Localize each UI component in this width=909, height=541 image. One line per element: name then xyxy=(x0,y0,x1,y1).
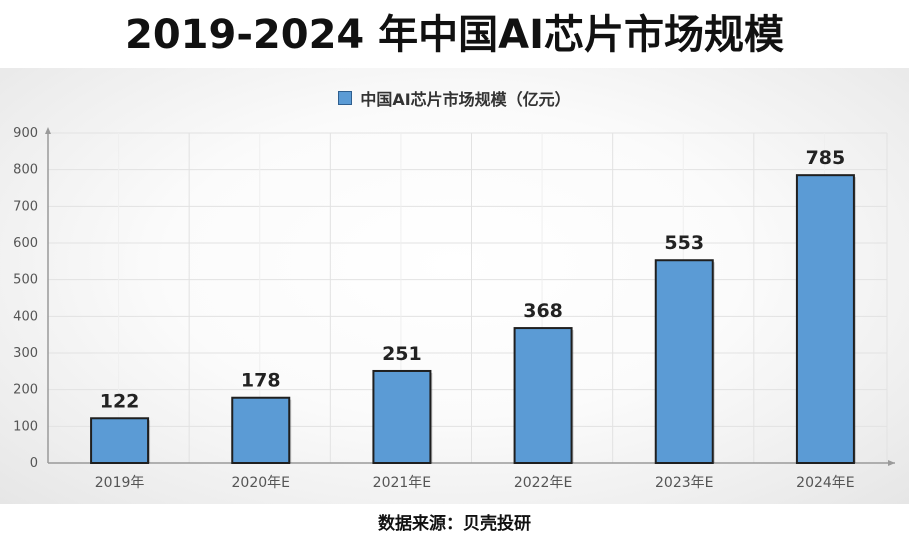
chart-background-panel xyxy=(0,68,909,504)
y-tick-label: 800 xyxy=(13,163,38,178)
x-tick-label: 2024年E xyxy=(796,475,854,491)
y-tick-label: 600 xyxy=(13,236,38,251)
y-tick-label: 500 xyxy=(13,273,38,288)
y-tick-label: 900 xyxy=(13,126,38,141)
x-tick-label: 2020年E xyxy=(232,475,290,491)
chart-title: 2019-2024 年中国AI芯片市场规模 xyxy=(124,12,785,58)
axes: 0 100 200 300 400 500 600 700 800 900 2019年 2020年E 2… xyxy=(13,126,895,491)
x-axis-arrow xyxy=(888,460,895,466)
data-label: 251 xyxy=(382,343,422,365)
y-axis-arrow xyxy=(45,127,51,134)
data-label: 553 xyxy=(664,232,704,254)
bar xyxy=(90,417,150,464)
data-label: 122 xyxy=(100,390,140,412)
data-label: 368 xyxy=(523,300,563,322)
bar xyxy=(795,174,855,465)
y-tick-label: 300 xyxy=(13,346,38,361)
data-label: 785 xyxy=(806,147,846,169)
x-tick-label: 2021年E xyxy=(373,475,431,491)
x-tick-label: 2023年E xyxy=(655,475,713,491)
x-tick-label: 2022年E xyxy=(514,475,572,491)
grid-lines xyxy=(48,132,888,463)
bar xyxy=(372,369,432,465)
data-labels: 122 178 251 368 553 785 xyxy=(100,147,846,412)
y-tick-label: 700 xyxy=(13,199,38,214)
bar xyxy=(231,396,291,465)
bars xyxy=(90,174,856,465)
bar xyxy=(654,259,714,464)
y-tick-label: 400 xyxy=(13,309,38,324)
x-tick-label: 2019年 xyxy=(95,475,145,491)
y-tick-label: 200 xyxy=(13,383,38,398)
data-label: 178 xyxy=(241,370,281,392)
y-tick-label: 100 xyxy=(13,419,38,434)
y-tick-label: 0 xyxy=(30,456,38,471)
source-note: 数据来源：贝壳投研 xyxy=(378,514,531,534)
bar xyxy=(513,327,573,465)
